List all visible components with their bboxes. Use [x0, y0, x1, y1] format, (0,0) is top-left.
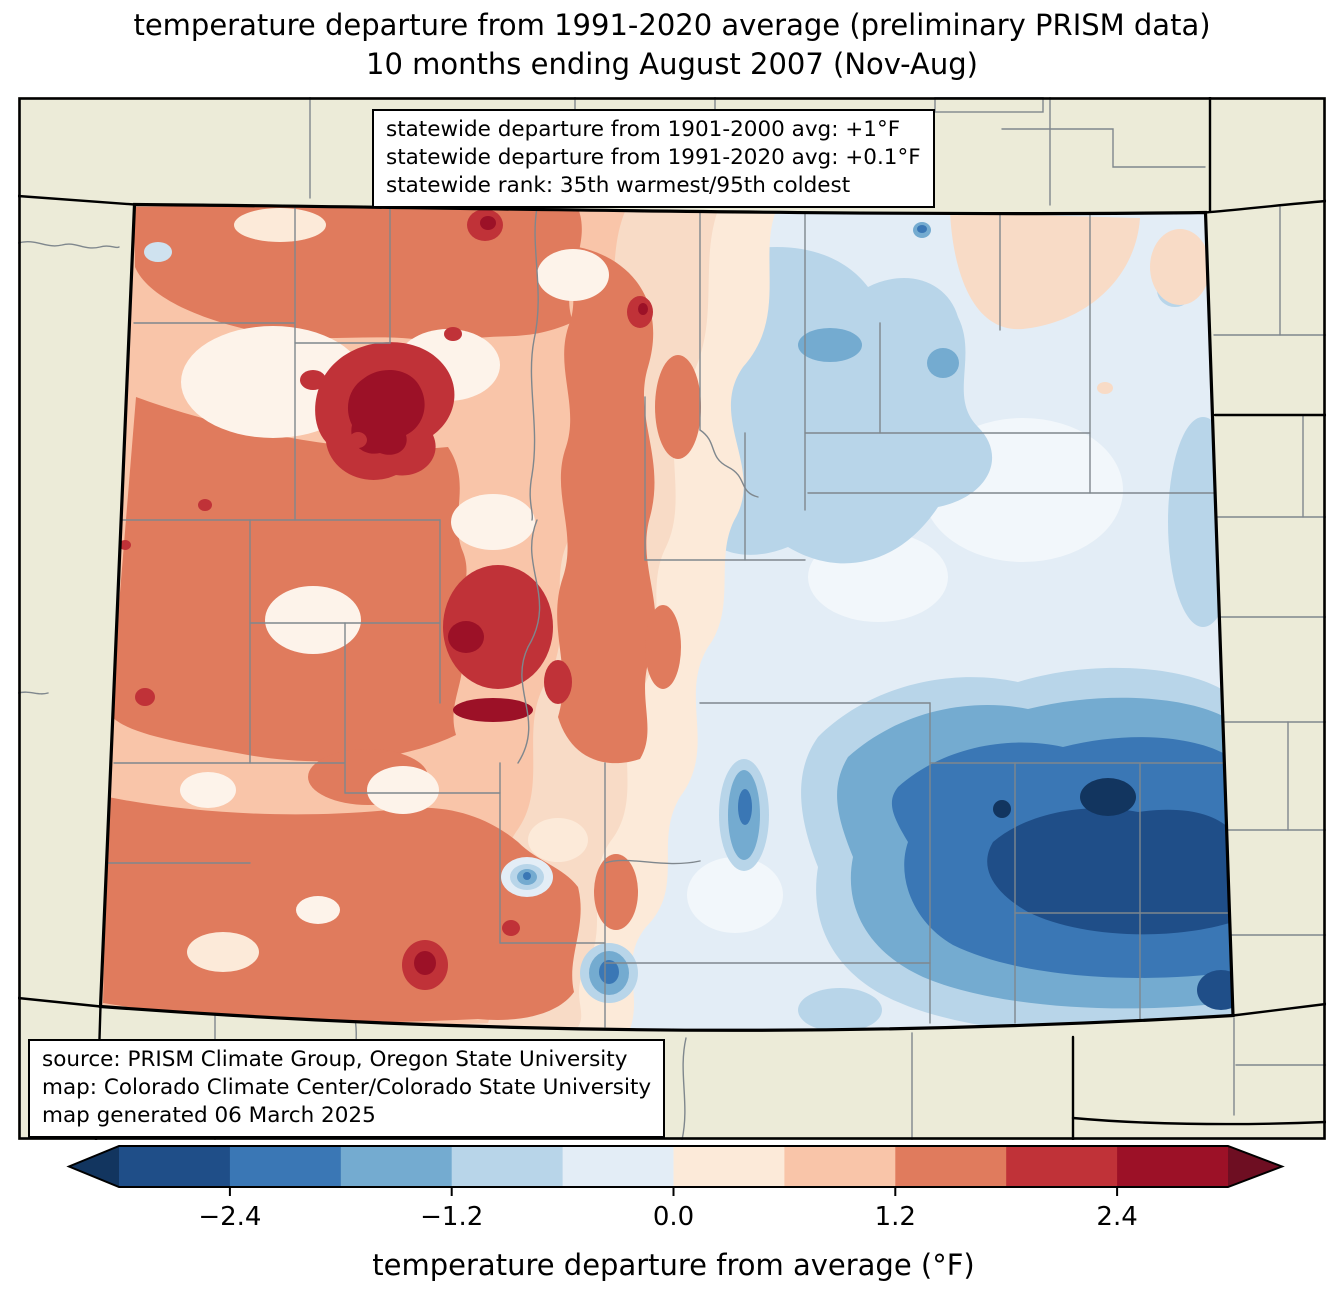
warm-tongue-northeast [950, 212, 1140, 330]
colorbar-outline [66, 1145, 1285, 1188]
colorbar-under-arrow [69, 1146, 119, 1187]
colorbar-segment [673, 1146, 785, 1187]
colorbar-segment [340, 1146, 453, 1187]
colorbar-tick-label: −2.4 [198, 1202, 261, 1232]
cold-core [987, 808, 1233, 935]
colorbar-segment [1117, 1146, 1229, 1187]
map-frame [18, 97, 1326, 1140]
warm-salmon-masses [103, 206, 701, 1023]
credits-line-3: map generated 06 March 2025 [42, 1103, 376, 1128]
colorbar-segment [229, 1146, 342, 1187]
colorbar-over-arrow [1228, 1146, 1282, 1187]
colorbar-tick-label: 2.4 [1096, 1202, 1137, 1232]
embedded-cool-spots [501, 759, 769, 1003]
colorbar-tick-label: 1.2 [875, 1202, 916, 1232]
colorbar-segment [562, 1146, 674, 1187]
map-panel: statewide departure from 1901-2000 avg: … [18, 97, 1326, 1140]
colorado-anomaly-map [18, 97, 1326, 1140]
title-line-1: temperature departure from 1991-2020 ave… [133, 8, 1211, 42]
colorbar-segment [451, 1146, 564, 1187]
colorbar-segment [1006, 1146, 1118, 1187]
colorbar-svg: −2.4 −1.2 0.0 1.2 2.4 temperature departure f… [66, 1145, 1285, 1282]
colorbar-tick-label: 0.0 [653, 1202, 694, 1232]
colorbar-axis-label: temperature departure from average (°F) [372, 1248, 974, 1282]
colorbar-segment [784, 1146, 896, 1187]
warmest-cores [119, 209, 653, 990]
title-line-2: 10 months ending August 2007 (Nov-Aug) [366, 47, 978, 81]
figure-title: temperature departure from 1991-2020 ave… [0, 6, 1344, 84]
colorbar-segment [895, 1146, 1007, 1187]
stats-line-2: statewide departure from 1991-2020 avg: … [386, 145, 921, 170]
stats-line-1: statewide departure from 1901-2000 avg: … [386, 117, 901, 142]
colorbar-segment [119, 1146, 231, 1187]
colorbar: −2.4 −1.2 0.0 1.2 2.4 temperature departure f… [50, 1141, 1300, 1300]
credits-line-2: map: Colorado Climate Center/Colorado St… [42, 1075, 652, 1100]
colorbar-tick-label: −1.2 [420, 1202, 483, 1232]
coldest-spot [1080, 778, 1136, 816]
colorado-fill [100, 204, 1233, 1031]
stats-line-3: statewide rank: 35th warmest/95th coldes… [386, 173, 851, 198]
credits-box: source: PRISM Climate Group, Oregon Stat… [28, 1039, 666, 1138]
credits-line-1: source: PRISM Climate Group, Oregon Stat… [42, 1047, 628, 1072]
stats-box: statewide departure from 1901-2000 avg: … [372, 109, 935, 208]
neighbor-state-lines [18, 97, 1326, 1140]
county-lines [107, 204, 1233, 1028]
